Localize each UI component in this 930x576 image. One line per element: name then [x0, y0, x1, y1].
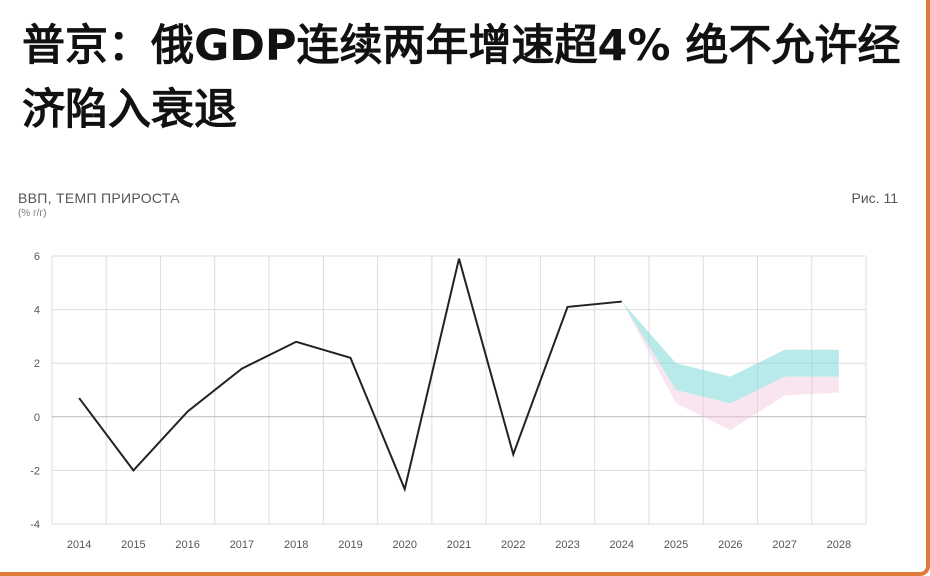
x-tick-label: 2024: [610, 539, 634, 551]
x-tick-label: 2020: [392, 539, 416, 551]
chart-title: ВВП, ТЕМП ПРИРОСТА: [18, 190, 180, 206]
y-tick-label: -4: [30, 519, 40, 531]
chart-unit: (% г/г): [18, 208, 47, 219]
y-tick-label: 0: [34, 412, 40, 424]
forecast-band-upper: [621, 301, 839, 404]
figure-label: Рис. 11: [851, 190, 898, 206]
x-axis-ticks: 2014 2015 2016 2017 2018 2019 2020 2021 2022 2023…: [67, 539, 851, 551]
forecast-bands: [621, 301, 839, 431]
x-tick-label: 2018: [284, 539, 308, 551]
x-tick-label: 2017: [230, 539, 254, 551]
x-tick-label: 2016: [175, 539, 199, 551]
x-tick-label: 2021: [447, 539, 471, 551]
x-tick-label: 2026: [718, 539, 742, 551]
x-tick-label: 2023: [555, 539, 579, 551]
x-tick-label: 2015: [121, 539, 145, 551]
forecast-band-lower: [621, 301, 839, 431]
x-tick-label: 2014: [67, 539, 91, 551]
x-tick-label: 2025: [664, 539, 688, 551]
y-tick-label: -2: [30, 465, 40, 477]
y-axis-ticks: 6 4 2 0 -2 -4: [30, 251, 40, 531]
x-tick-label: 2027: [772, 539, 796, 551]
y-tick-label: 2: [34, 358, 40, 370]
headline: 普京：俄GDP连续两年增速超4% 绝不允许经济陷入衰退: [22, 21, 901, 135]
y-tick-label: 4: [34, 305, 40, 317]
x-tick-label: 2022: [501, 539, 525, 551]
y-tick-label: 6: [34, 251, 40, 263]
x-tick-label: 2028: [827, 539, 851, 551]
x-tick-label: 2019: [338, 539, 362, 551]
gdp-series: [78, 258, 622, 493]
